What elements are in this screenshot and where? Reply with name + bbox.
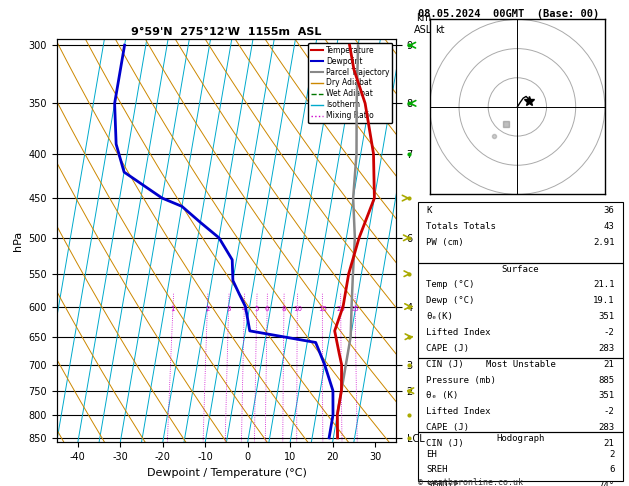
Text: Lifted Index: Lifted Index [426, 407, 491, 417]
Title: 9°59'N  275°12'W  1155m  ASL: 9°59'N 275°12'W 1155m ASL [131, 27, 321, 37]
Text: kt: kt [435, 25, 445, 35]
Text: 21.1: 21.1 [593, 280, 615, 290]
Text: 21: 21 [604, 360, 615, 369]
Text: Most Unstable: Most Unstable [486, 360, 555, 368]
Text: θₑ(K): θₑ(K) [426, 312, 454, 321]
Text: © weatheronline.co.uk: © weatheronline.co.uk [418, 478, 523, 486]
Text: 6: 6 [265, 306, 269, 312]
Y-axis label: km
ASL: km ASL [415, 13, 433, 35]
Text: CAPE (J): CAPE (J) [426, 423, 469, 432]
Text: 19.1: 19.1 [593, 296, 615, 305]
Text: Surface: Surface [502, 264, 539, 274]
Text: 2: 2 [205, 306, 209, 312]
Text: 2.91: 2.91 [593, 238, 615, 247]
X-axis label: Dewpoint / Temperature (°C): Dewpoint / Temperature (°C) [147, 468, 306, 478]
Text: 74°: 74° [598, 482, 615, 486]
Text: PW (cm): PW (cm) [426, 238, 464, 247]
Bar [418, 202, 623, 263]
Text: 3: 3 [226, 306, 231, 312]
Text: Dewp (°C): Dewp (°C) [426, 296, 475, 305]
Bar [418, 358, 623, 432]
Text: CIN (J): CIN (J) [426, 439, 464, 448]
Text: Hodograph: Hodograph [496, 434, 545, 443]
Text: 5: 5 [255, 306, 259, 312]
Text: 8: 8 [282, 306, 286, 312]
Text: SREH: SREH [426, 466, 448, 474]
Text: Pressure (mb): Pressure (mb) [426, 376, 496, 384]
Legend: Temperature, Dewpoint, Parcel Trajectory, Dry Adiabat, Wet Adiabat, Isotherm, Mi: Temperature, Dewpoint, Parcel Trajectory… [308, 43, 392, 123]
Text: 283: 283 [598, 423, 615, 432]
Text: -2: -2 [604, 328, 615, 337]
Text: CIN (J): CIN (J) [426, 360, 464, 369]
Text: 2: 2 [609, 450, 615, 459]
Text: θₑ (K): θₑ (K) [426, 391, 459, 400]
Text: 351: 351 [598, 312, 615, 321]
Bar [418, 432, 623, 481]
Text: -2: -2 [604, 407, 615, 417]
Text: 6: 6 [609, 466, 615, 474]
Text: 20: 20 [337, 306, 345, 312]
Text: 21: 21 [604, 439, 615, 448]
Text: Totals Totals: Totals Totals [426, 222, 496, 231]
Text: 25: 25 [351, 306, 360, 312]
Text: 351: 351 [598, 391, 615, 400]
Text: 283: 283 [598, 344, 615, 353]
Text: 1: 1 [170, 306, 175, 312]
Y-axis label: hPa: hPa [13, 230, 23, 251]
Text: K: K [426, 206, 432, 215]
Text: EH: EH [426, 450, 437, 459]
Text: CAPE (J): CAPE (J) [426, 344, 469, 353]
Text: 10: 10 [292, 306, 302, 312]
Text: StmDir: StmDir [426, 482, 459, 486]
Text: 885: 885 [598, 376, 615, 384]
Text: 15: 15 [318, 306, 327, 312]
Text: 43: 43 [604, 222, 615, 231]
Text: 4: 4 [242, 306, 247, 312]
Text: Temp (°C): Temp (°C) [426, 280, 475, 290]
Text: 08.05.2024  00GMT  (Base: 00): 08.05.2024 00GMT (Base: 00) [418, 9, 599, 19]
Bar [418, 263, 623, 358]
Text: Lifted Index: Lifted Index [426, 328, 491, 337]
Text: 36: 36 [604, 206, 615, 215]
